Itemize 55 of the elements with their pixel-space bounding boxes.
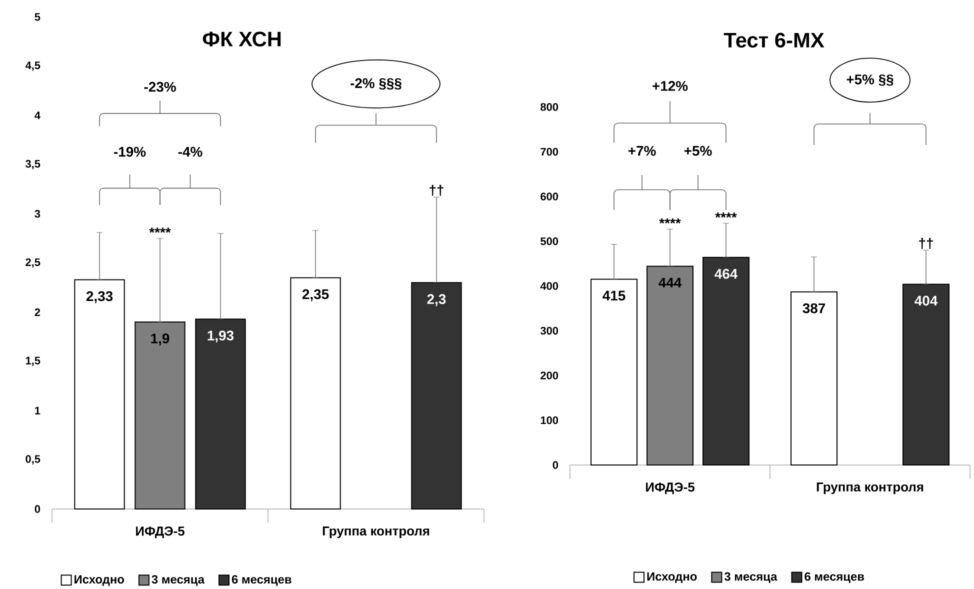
y-tick-label: 500: [540, 237, 558, 246]
y-tick-label: 0,5: [26, 455, 40, 464]
y-tick-label: 3: [34, 210, 40, 218]
legend-label: 3 месяца: [724, 572, 778, 584]
y-tick-label: 1,5: [26, 356, 40, 366]
data-label: 2,3: [427, 294, 446, 306]
data-label: 404: [914, 296, 938, 306]
x-tick-label: ИФДЭ-5: [136, 526, 184, 538]
y-tick-label: 700: [540, 148, 558, 156]
text: ФК ХСН: [202, 32, 281, 46]
text: +12%: [652, 81, 688, 91]
legend-label: 6 месяцев: [232, 575, 292, 586]
annotation: -23%: [144, 82, 176, 92]
data-label: 2,35: [302, 289, 329, 302]
data-label: 2,33: [86, 291, 113, 304]
legend-label: Исходно: [647, 572, 697, 583]
x-tick-label: ИФДЭ-5: [646, 482, 694, 494]
y-tick-label: 4,5: [25, 62, 40, 71]
annotation: ††: [430, 184, 444, 196]
y-tick-label: 2,5: [26, 258, 40, 268]
y-tick-label: 5: [34, 13, 40, 21]
chart-title: Тест 6-МХ: [724, 32, 824, 48]
y-tick-label: 0: [34, 505, 40, 513]
annotation: ††: [919, 238, 933, 249]
data-label: 1,93: [208, 330, 234, 342]
y-tick-label: 2: [34, 308, 40, 316]
annotation: +7%: [628, 146, 656, 156]
y-tick-label: 300: [540, 326, 558, 335]
annotation: ****: [149, 228, 171, 233]
annotation: -2% §§§: [350, 78, 402, 90]
x-tick-label: Группа контроля: [816, 482, 924, 494]
annotation: -4%: [178, 146, 202, 157]
data-label: 387: [802, 303, 826, 314]
data-label: 1,9: [151, 334, 170, 346]
legend-label: 3 месяца: [152, 575, 205, 586]
text: +5% §§: [846, 74, 894, 86]
legend-label: Исходно: [74, 575, 124, 586]
x-tick-label: Группа контроля: [322, 526, 430, 538]
annotation: ****: [715, 212, 737, 218]
y-tick-label: 4: [34, 112, 40, 120]
data-label: 415: [602, 290, 626, 301]
y-tick-label: 200: [540, 372, 558, 380]
y-tick-label: 800: [540, 103, 558, 111]
data-label: 444: [658, 278, 682, 288]
y-tick-label: 0: [552, 461, 558, 469]
legend-label: 6 месяцев: [804, 572, 864, 584]
y-tick-label: 400: [540, 282, 558, 290]
y-tick-label: 3,5: [25, 160, 40, 170]
y-tick-label: 1: [35, 406, 40, 414]
annotation: +5%: [684, 146, 712, 156]
annotation: ****: [659, 218, 681, 224]
data-label: 464: [714, 268, 738, 279]
y-tick-label: 600: [540, 192, 558, 200]
annotation: -19%: [114, 146, 146, 157]
y-tick-label: 100: [540, 416, 558, 424]
